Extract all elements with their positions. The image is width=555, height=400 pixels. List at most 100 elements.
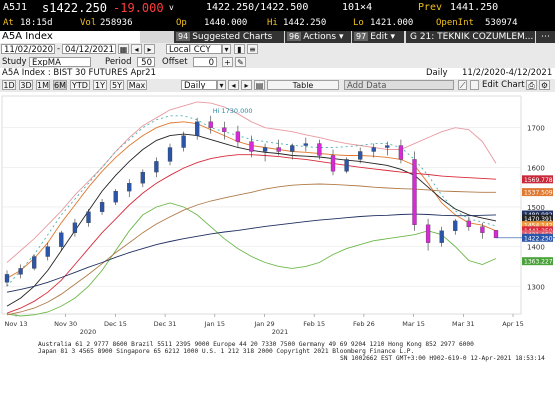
add-data-field[interactable]: Add Data [344,80,454,90]
table-button[interactable]: Table [267,80,339,90]
window-controls-icon[interactable]: ⋯ [536,31,555,43]
edit-label: Edit [370,32,388,42]
x-tick-label: Dec 31 [154,320,177,328]
price-tag [522,175,553,184]
offset-label: Offset [162,57,188,67]
x-tick-label: Apr 15 [502,320,524,328]
pan-left-icon[interactable]: ◂ [228,80,239,90]
x-tick-label: Nov 13 [4,320,27,328]
edit-chart-label[interactable]: Edit Chart [482,80,525,90]
x-tick-label: Dec 15 [104,320,127,328]
currency-select[interactable]: Local CCY [166,44,222,54]
x-year-label: 2020 [80,328,97,336]
pan-right-icon[interactable]: ▸ [241,80,252,90]
end-date-field[interactable]: 04/12/2021 [62,44,116,54]
study-select[interactable]: ExpMA [29,57,91,67]
period-toolbar: 1D 3D 1M 6M YTD 1Y 5Y Max Daily ▾ ◂ ▸ ▤ Table A… [0,79,555,92]
candle-body [99,202,105,212]
edit-button[interactable]: 97 Edit ▾ [352,31,404,43]
period-button-5y[interactable]: 5Y [110,80,124,90]
period-button-3d[interactable]: 3D [19,80,33,90]
price-change: -19.000 [113,1,164,15]
price-chart[interactable]: 1300 1400 1500 1600 1700 Nov 13 Nov 30 Dec 15 De… [0,92,555,338]
frequency-label: Daily [426,68,448,78]
period-button-1y[interactable]: 1Y [93,80,107,90]
suggested-num: 94 [176,32,191,41]
period-button-1m[interactable]: 1M [36,80,50,90]
candle-body [249,141,254,152]
drawing-tool-icon[interactable]: ⟋ [458,80,467,90]
study-settings-icon[interactable]: ✎ [235,57,246,67]
table-view-icon[interactable]: ▤ [254,80,265,90]
plot-area [1,95,522,315]
candle-body [181,135,186,148]
open-interest-label: OpenInt [436,18,474,28]
prev-value: 1441.250 [450,2,499,13]
edit-num: 97 [354,32,369,41]
quote-bar: A5J1 s1422.250 -19.000 v 1422.250/1422.5… [0,0,555,17]
price-tag-label: 1422.250 [524,235,553,242]
candle-body [439,230,444,243]
candle-body [317,143,322,156]
open-value: 1440.000 [204,18,248,28]
candle-body [493,230,499,239]
bar-style-icon[interactable]: ▮ [234,44,245,54]
candle-body [303,143,308,146]
period-button-ytd[interactable]: YTD [70,80,90,90]
price-tag [522,257,553,266]
frequency-dropdown-icon[interactable]: ▾ [217,80,226,90]
edit-chart-checkbox[interactable] [470,80,479,90]
high-label: Hi [267,18,278,28]
candle-body [140,171,145,184]
candle-body [235,131,241,142]
start-date-field[interactable]: 11/02/2020 [1,44,55,54]
security-description: A5A Index : BIST 30 FUTURES Apr21 [2,68,156,78]
footer: Australia 61 2 9777 8600 Brazil 5511 239… [0,338,555,400]
offset-field[interactable]: 0 [193,57,217,67]
low-label: Lo [353,18,364,28]
security-field[interactable]: A5A Index [0,31,140,43]
frequency-select[interactable]: Daily [181,80,217,90]
date-toolbar: 11/02/2020 - 04/12/2021 ▦ ◂ ▸ Local CCY … [0,43,555,56]
period-button-1d[interactable]: 1D [2,80,16,90]
print-icon[interactable]: ⎙ [526,80,537,90]
period-field[interactable]: 50 [137,57,155,67]
x-tick-label: Mar 15 [402,320,425,328]
bid-ask: 1422.250/1422.500 [206,2,309,13]
candle-body [262,147,268,152]
down-arrow-icon: v [169,3,174,12]
candle-body [344,159,349,172]
suggested-charts-button[interactable]: 94 Suggested Charts [174,31,284,43]
add-study-icon[interactable]: + [222,57,233,67]
actions-button[interactable]: 96 Actions ▾ [285,31,351,43]
candle-body [398,145,404,160]
low-value: 1421.000 [370,18,414,28]
back-icon[interactable]: ◂ [131,44,142,54]
x-year-label: 2021 [272,328,289,336]
prev-label: Prev [418,2,443,13]
window-title: G 21: TEKNIK COZUMLEM... [406,31,535,43]
candle-body [4,274,10,283]
volume-label: Vol [80,18,97,28]
command-bar: A5A Index 94 Suggested Charts 96 Actions ▾… [0,31,555,43]
currency-dropdown-icon[interactable]: ▾ [222,44,231,54]
chart-info: A5A Index : BIST 30 FUTURES Apr21 Daily … [0,68,555,79]
price-tag-label: 1470.391 [524,216,553,223]
line-style-icon[interactable]: ≡ [247,44,258,54]
footer-line-2: Japan 81 3 4565 8900 Singapore 65 6212 1… [38,348,415,355]
y-tick-label: 1600 [527,164,545,172]
period-button-max[interactable]: Max [127,80,147,90]
price-tag [522,226,553,235]
calendar-icon[interactable]: ▦ [118,44,129,54]
forward-icon[interactable]: ▸ [144,44,155,54]
price-tag-label: 1454.142 [524,223,553,230]
period-button-6m[interactable]: 6M [53,80,67,90]
candle-body [208,121,213,128]
settings-icon[interactable]: ⚙ [539,80,550,90]
candle-body [127,183,132,192]
trade-size: 101×4 [342,2,373,13]
candle-body [59,232,64,247]
candle-body [371,147,376,152]
date-separator: - [57,44,61,54]
period-label: Period [105,57,132,67]
